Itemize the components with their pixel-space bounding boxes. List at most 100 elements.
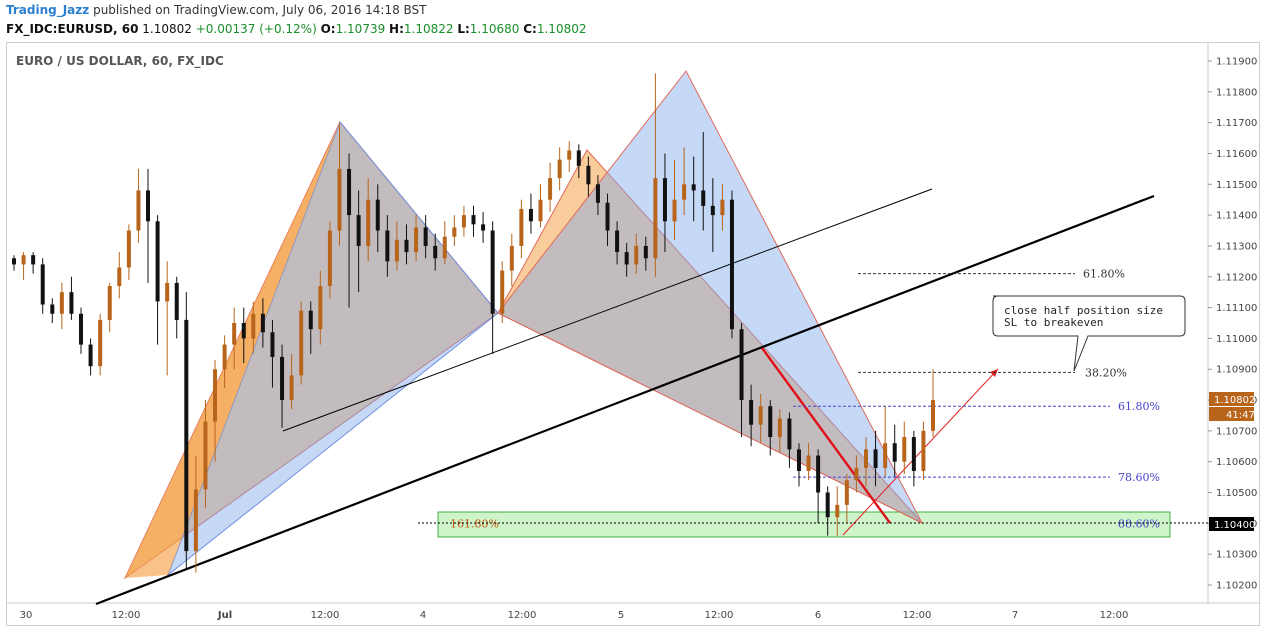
candle-body <box>777 418 782 438</box>
candle-body <box>222 344 227 370</box>
candle-body <box>854 467 859 481</box>
chart-panel[interactable] <box>6 42 1260 626</box>
y-tick-label: 1.11500 <box>1216 180 1257 191</box>
candle-body <box>490 230 495 314</box>
pattern-blue-1 <box>166 121 499 577</box>
candle-body <box>232 323 237 345</box>
candle-body <box>299 310 304 376</box>
candle-body <box>768 406 773 438</box>
candle-body <box>500 270 505 314</box>
candle-body <box>739 329 744 401</box>
candle-body <box>701 190 706 206</box>
candle-body <box>844 480 849 505</box>
candle-body <box>347 168 352 216</box>
annotation-bubble[interactable] <box>992 295 1186 372</box>
candle-body <box>423 227 428 246</box>
target-zone <box>437 511 1171 538</box>
pattern-xa-leg <box>125 122 340 578</box>
candle-body <box>902 437 907 462</box>
candle-body <box>155 221 160 302</box>
candle-body <box>289 375 294 401</box>
time-axis: 30 12:00 Jul 12:00 4 12:00 5 12:00 6 12:00 7 12:00 <box>20 610 1129 621</box>
price-axis: 1.11900 1.11800 1.11700 1.11600 1.11500 1.114… <box>1208 57 1257 592</box>
candle-body <box>595 184 600 203</box>
candle-body <box>825 492 830 518</box>
y-tick-label: 1.11800 <box>1216 87 1257 98</box>
candle-body <box>682 184 687 200</box>
x-tick-label: 12:00 <box>112 610 141 621</box>
projection-arrowhead <box>990 369 998 377</box>
candle-body <box>643 245 648 259</box>
author-link[interactable]: Trading_Jazz <box>6 3 90 17</box>
candle-body <box>79 313 84 345</box>
candle-body <box>567 150 572 160</box>
candle-body <box>260 313 265 333</box>
candle-body <box>375 199 380 231</box>
quote-line: FX_IDC:EURUSD, 60 1.10802 +0.00137 (+0.1… <box>6 22 586 36</box>
x-tick-label: 12:00 <box>1100 610 1129 621</box>
candle-body <box>117 267 122 287</box>
candle-body <box>366 199 371 246</box>
y-tick-label: 1.11900 <box>1216 57 1257 68</box>
candle-body <box>31 255 36 265</box>
candle-body <box>69 292 74 314</box>
countdown-tag <box>1209 407 1254 421</box>
open-value: 1.10739 <box>335 22 386 36</box>
candle-body <box>433 245 438 259</box>
candle-body <box>98 319 103 367</box>
projection-arrow <box>842 368 999 536</box>
candle-body <box>337 168 342 231</box>
candle-body <box>146 190 151 222</box>
y-tick-label: 1.11300 <box>1216 241 1257 252</box>
candle-body <box>749 400 754 425</box>
x-tick-label: 30 <box>20 610 33 621</box>
candle-body <box>605 202 610 231</box>
candle-body <box>461 215 466 228</box>
high-value: 1.10822 <box>403 22 454 36</box>
candle-body <box>691 184 696 191</box>
candle-body <box>816 455 821 493</box>
x-tick-label: 12:00 <box>903 610 932 621</box>
x-tick-label: 4 <box>420 610 426 621</box>
candle-body <box>414 227 419 253</box>
y-tick-label: 1.11700 <box>1216 118 1257 129</box>
candle-body <box>892 443 897 462</box>
y-tick-label: 1.10500 <box>1216 488 1257 499</box>
candle-body <box>873 449 878 468</box>
candle-body <box>356 215 361 246</box>
y-tick-label: 1.10200 <box>1216 581 1257 592</box>
candle-body <box>796 449 801 471</box>
x-tick-label: 12:00 <box>508 610 537 621</box>
candle-body <box>174 282 179 320</box>
y-tick-label: 1.10900 <box>1216 365 1257 376</box>
y-tick-label: 1.11600 <box>1216 149 1257 160</box>
red-downtrend <box>761 347 891 524</box>
candle-body <box>787 418 792 450</box>
candle-body <box>921 430 926 471</box>
low-value: 1.10680 <box>469 22 520 36</box>
candle-body <box>50 304 55 314</box>
candle-body <box>385 230 390 262</box>
y-tick-label: 1.11200 <box>1216 272 1257 283</box>
y-tick-label: 1.10700 <box>1216 426 1257 437</box>
candle-body <box>318 286 323 330</box>
candle-body <box>729 199 734 330</box>
countdown-tag-text: 41:47 <box>1226 410 1255 421</box>
symbol-label: FX_IDC:EURUSD, 60 <box>6 22 139 36</box>
level-tag <box>1209 517 1254 531</box>
fib-label: 161.80% <box>450 517 499 530</box>
candle-body <box>653 178 658 259</box>
publish-info: published on TradingView.com, July 06, 2… <box>93 3 427 17</box>
candle-body <box>806 455 811 471</box>
candle-body <box>308 310 313 330</box>
last-price-tag-text: 1.10802 <box>1214 395 1255 406</box>
annotation-line-2: SL to breakeven <box>1004 316 1103 329</box>
candle-body <box>931 400 935 431</box>
candle-body <box>863 449 868 468</box>
candle-body <box>59 292 64 314</box>
candle-body <box>519 208 524 246</box>
y-tick-label: 1.11400 <box>1216 211 1257 222</box>
pattern-blue-2 <box>497 70 924 525</box>
close-value: 1.10802 <box>536 22 587 36</box>
